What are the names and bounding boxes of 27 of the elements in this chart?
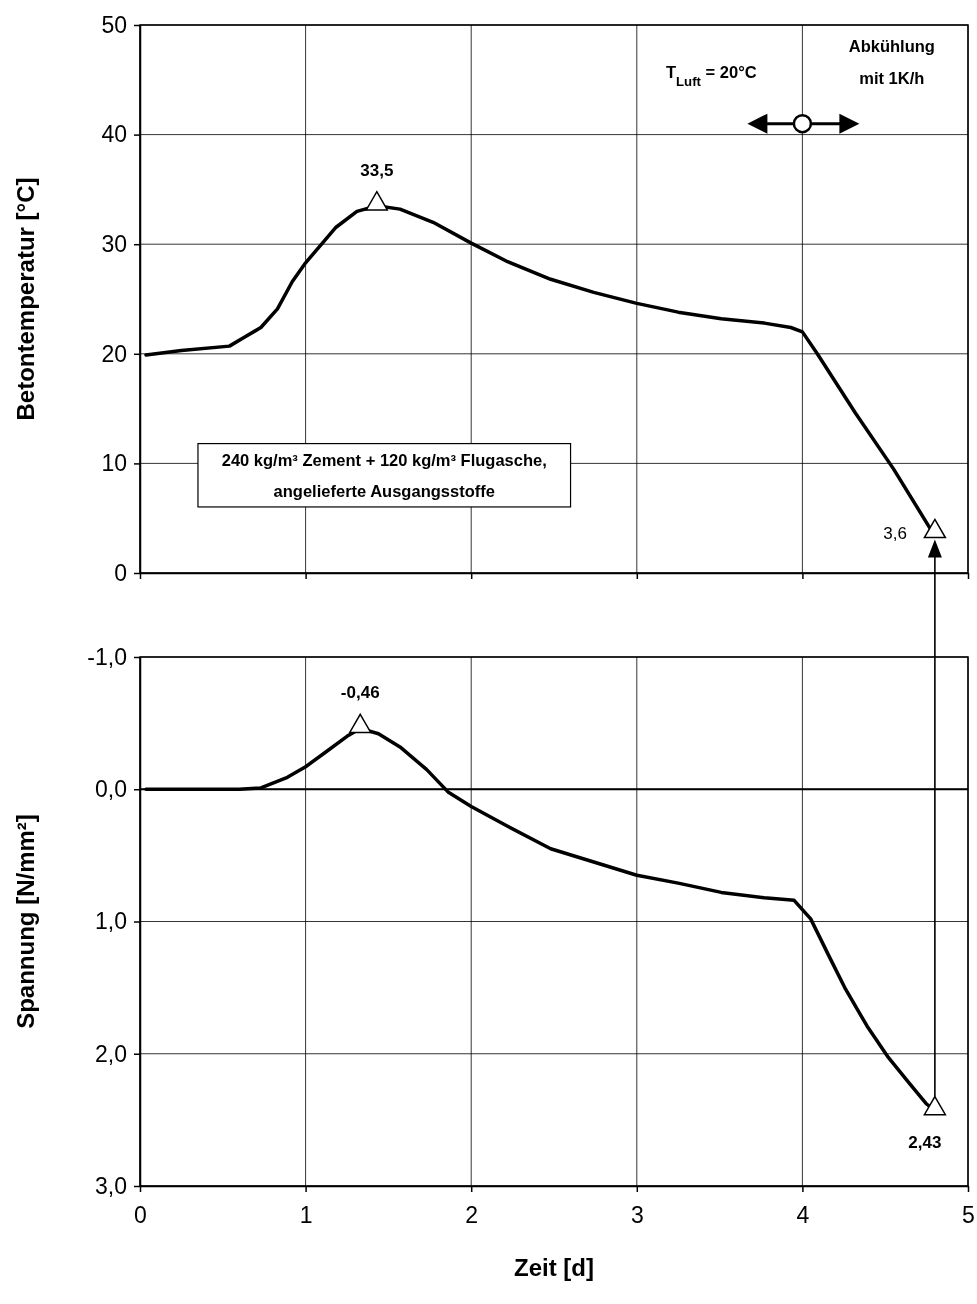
x-tick-label: 3 — [630, 1201, 644, 1228]
y-tick-label: 50 — [101, 11, 127, 38]
data-label: -0,46 — [340, 683, 380, 703]
y-tick-label: 40 — [101, 121, 127, 148]
y-tick-label: 3,0 — [95, 1172, 127, 1199]
data-label: 2,43 — [908, 1132, 942, 1152]
data-label: 33,5 — [360, 160, 394, 180]
annotation: 240 kg/m³ Zement + 120 kg/m³ Flugasche, angelieferte Ausgangsstoffe — [221, 450, 547, 500]
y-tick-label: -1,0 — [87, 643, 127, 670]
x-tick-label: 0 — [134, 1201, 147, 1228]
x-tick-label: 1 — [299, 1201, 313, 1228]
annotation: T$_{Luft}$ = 20°C — [665, 62, 757, 89]
y-tick-label: 0 — [114, 559, 127, 586]
y-tick-label: 20 — [101, 340, 127, 367]
y-tick-label: 1,0 — [95, 908, 127, 935]
y-tick-label: 10 — [101, 450, 127, 477]
x-tick-label: 4 — [796, 1201, 810, 1228]
x-tick-label: 2 — [465, 1201, 479, 1228]
y-axis-title: Spannung [N/mm²] — [12, 814, 39, 1029]
y-tick-label: 30 — [101, 231, 127, 258]
data-label: 3,6 — [883, 523, 907, 543]
y-axis-title: Betontemperatur [°C] — [12, 177, 39, 421]
y-tick-label: 0,0 — [95, 776, 127, 803]
annotation: Abkühlung mit 1K/h — [848, 37, 935, 87]
y-tick-label: 2,0 — [95, 1040, 127, 1067]
x-tick-label: 5 — [962, 1201, 975, 1228]
x-axis-title: Zeit [d] — [514, 1254, 594, 1281]
